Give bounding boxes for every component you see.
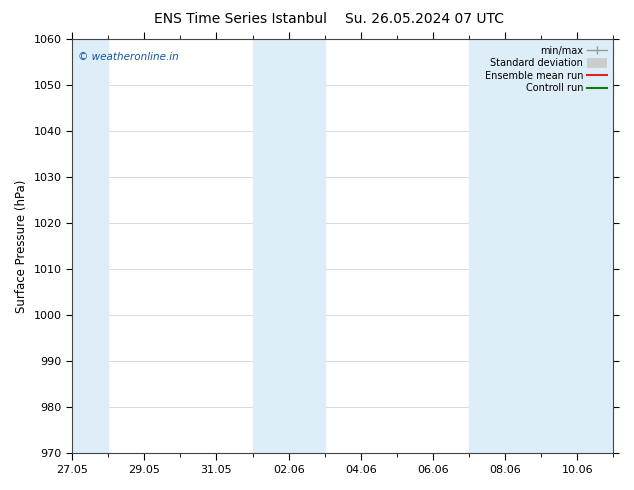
Bar	[469, 39, 505, 453]
Legend: min/max, Standard deviation, Ensemble mean run, Controll run: min/max, Standard deviation, Ensemble me…	[481, 42, 611, 97]
Bar	[288, 39, 325, 453]
Text: Su. 26.05.2024 07 UTC: Su. 26.05.2024 07 UTC	[346, 12, 504, 26]
Bar	[505, 39, 614, 453]
Y-axis label: Surface Pressure (hPa): Surface Pressure (hPa)	[15, 179, 28, 313]
Text: ENS Time Series Istanbul: ENS Time Series Istanbul	[155, 12, 327, 26]
Bar	[72, 39, 108, 453]
Text: © weatheronline.in: © weatheronline.in	[77, 51, 178, 62]
Bar	[252, 39, 288, 453]
